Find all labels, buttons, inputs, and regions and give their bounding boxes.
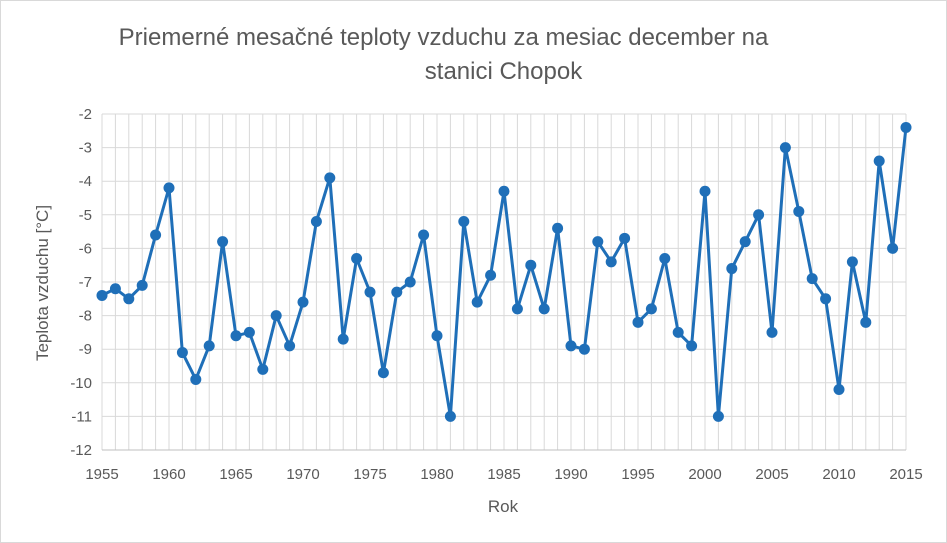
- x-tick-label: 1970: [286, 466, 319, 483]
- y-tick-label: -9: [79, 341, 92, 358]
- y-tick-label: -5: [79, 207, 92, 224]
- data-point-1975: [364, 286, 376, 298]
- temperature-points: [96, 121, 912, 422]
- data-point-2011: [846, 256, 858, 268]
- data-point-2010: [833, 384, 845, 396]
- x-tick-label: 1985: [487, 466, 520, 483]
- data-point-1983: [471, 296, 483, 308]
- chart-title-line-1: Priemerné mesačné teploty vzduchu za mes…: [118, 24, 769, 51]
- data-point-1957: [123, 293, 135, 305]
- data-point-2015: [900, 121, 912, 133]
- data-point-1961: [176, 347, 188, 359]
- data-point-1984: [485, 269, 497, 281]
- data-point-1971: [310, 216, 322, 228]
- y-tick-label: -3: [79, 140, 92, 157]
- x-tick-label: 2005: [755, 466, 788, 483]
- data-point-2007: [793, 205, 805, 217]
- y-tick-label: -11: [71, 408, 92, 425]
- data-point-2002: [726, 263, 738, 275]
- data-point-1974: [351, 252, 363, 264]
- x-axis-tick-labels: 1955 1960 1965 1970 1975 1980 1985 1990 1995 2000…: [85, 466, 922, 483]
- data-point-1980: [431, 330, 443, 342]
- data-point-1999: [686, 340, 698, 352]
- chart-title-line-2: stanici Chopok: [424, 58, 583, 85]
- data-point-1997: [659, 252, 671, 264]
- x-tick-label: 2010: [822, 466, 855, 483]
- data-point-1963: [203, 340, 215, 352]
- data-point-1962: [190, 373, 202, 385]
- data-point-2006: [779, 142, 791, 154]
- data-point-1985: [498, 185, 510, 197]
- data-point-1968: [270, 310, 282, 322]
- data-point-1982: [458, 216, 470, 228]
- data-point-1972: [324, 172, 336, 184]
- data-point-1976: [377, 367, 389, 379]
- x-tick-label: 1955: [85, 466, 118, 483]
- x-tick-label: 2000: [688, 466, 721, 483]
- data-point-1964: [217, 236, 229, 248]
- data-point-1995: [632, 316, 644, 328]
- y-tick-label: -10: [70, 375, 92, 392]
- data-point-2012: [860, 316, 872, 328]
- data-point-1965: [230, 330, 242, 342]
- data-point-1988: [538, 303, 550, 315]
- y-tick-label: -7: [79, 274, 92, 291]
- data-point-1981: [444, 410, 456, 422]
- data-point-1990: [565, 340, 577, 352]
- data-point-1970: [297, 296, 309, 308]
- data-point-1993: [605, 256, 617, 268]
- x-tick-label: 1990: [554, 466, 587, 483]
- x-tick-label: 1965: [219, 466, 252, 483]
- data-point-1991: [578, 343, 590, 355]
- data-point-1986: [511, 303, 523, 315]
- data-point-1996: [645, 303, 657, 315]
- data-point-1979: [418, 229, 430, 241]
- x-tick-label: 2015: [889, 466, 922, 483]
- data-point-1987: [525, 259, 537, 271]
- x-tick-label: 1960: [152, 466, 185, 483]
- data-point-1992: [592, 236, 604, 248]
- y-axis-tick-labels: -2 -3 -4 -5 -6 -7 -8 -9 -10 -11 -12: [70, 106, 92, 459]
- data-point-2000: [699, 185, 711, 197]
- data-point-1960: [163, 182, 175, 194]
- data-point-1998: [672, 326, 684, 338]
- data-point-1967: [257, 363, 269, 375]
- vertical-gridlines: [101, 114, 907, 451]
- chart-title: Priemerné mesačné teploty vzduchu za mes…: [1, 21, 946, 89]
- x-tick-label: 1995: [621, 466, 654, 483]
- data-point-1956: [109, 283, 121, 295]
- data-point-2014: [887, 242, 899, 254]
- data-point-1969: [284, 340, 296, 352]
- data-point-1989: [552, 222, 564, 234]
- data-point-1978: [404, 276, 416, 288]
- data-point-2009: [820, 293, 832, 305]
- data-point-2003: [739, 236, 751, 248]
- data-point-2005: [766, 326, 778, 338]
- y-tick-label: -8: [79, 308, 92, 325]
- data-point-1994: [619, 232, 631, 244]
- x-tick-label: 1980: [420, 466, 453, 483]
- y-axis-title: Teplota vzduchu [°C]: [33, 205, 52, 361]
- y-tick-label: -6: [79, 240, 92, 257]
- data-point-2008: [806, 273, 818, 285]
- data-point-1966: [243, 326, 255, 338]
- data-point-2004: [753, 209, 765, 221]
- x-axis-title: Rok: [488, 497, 519, 516]
- data-point-2013: [873, 155, 885, 167]
- data-point-1977: [391, 286, 403, 298]
- data-point-1955: [96, 289, 108, 301]
- data-point-1958: [136, 279, 148, 291]
- y-tick-label: -4: [79, 173, 92, 190]
- data-point-2001: [712, 410, 724, 422]
- y-tick-label: -2: [79, 106, 92, 123]
- x-tick-label: 1975: [353, 466, 386, 483]
- y-tick-label: -12: [70, 442, 92, 459]
- data-point-1959: [150, 229, 162, 241]
- data-point-1973: [337, 333, 349, 345]
